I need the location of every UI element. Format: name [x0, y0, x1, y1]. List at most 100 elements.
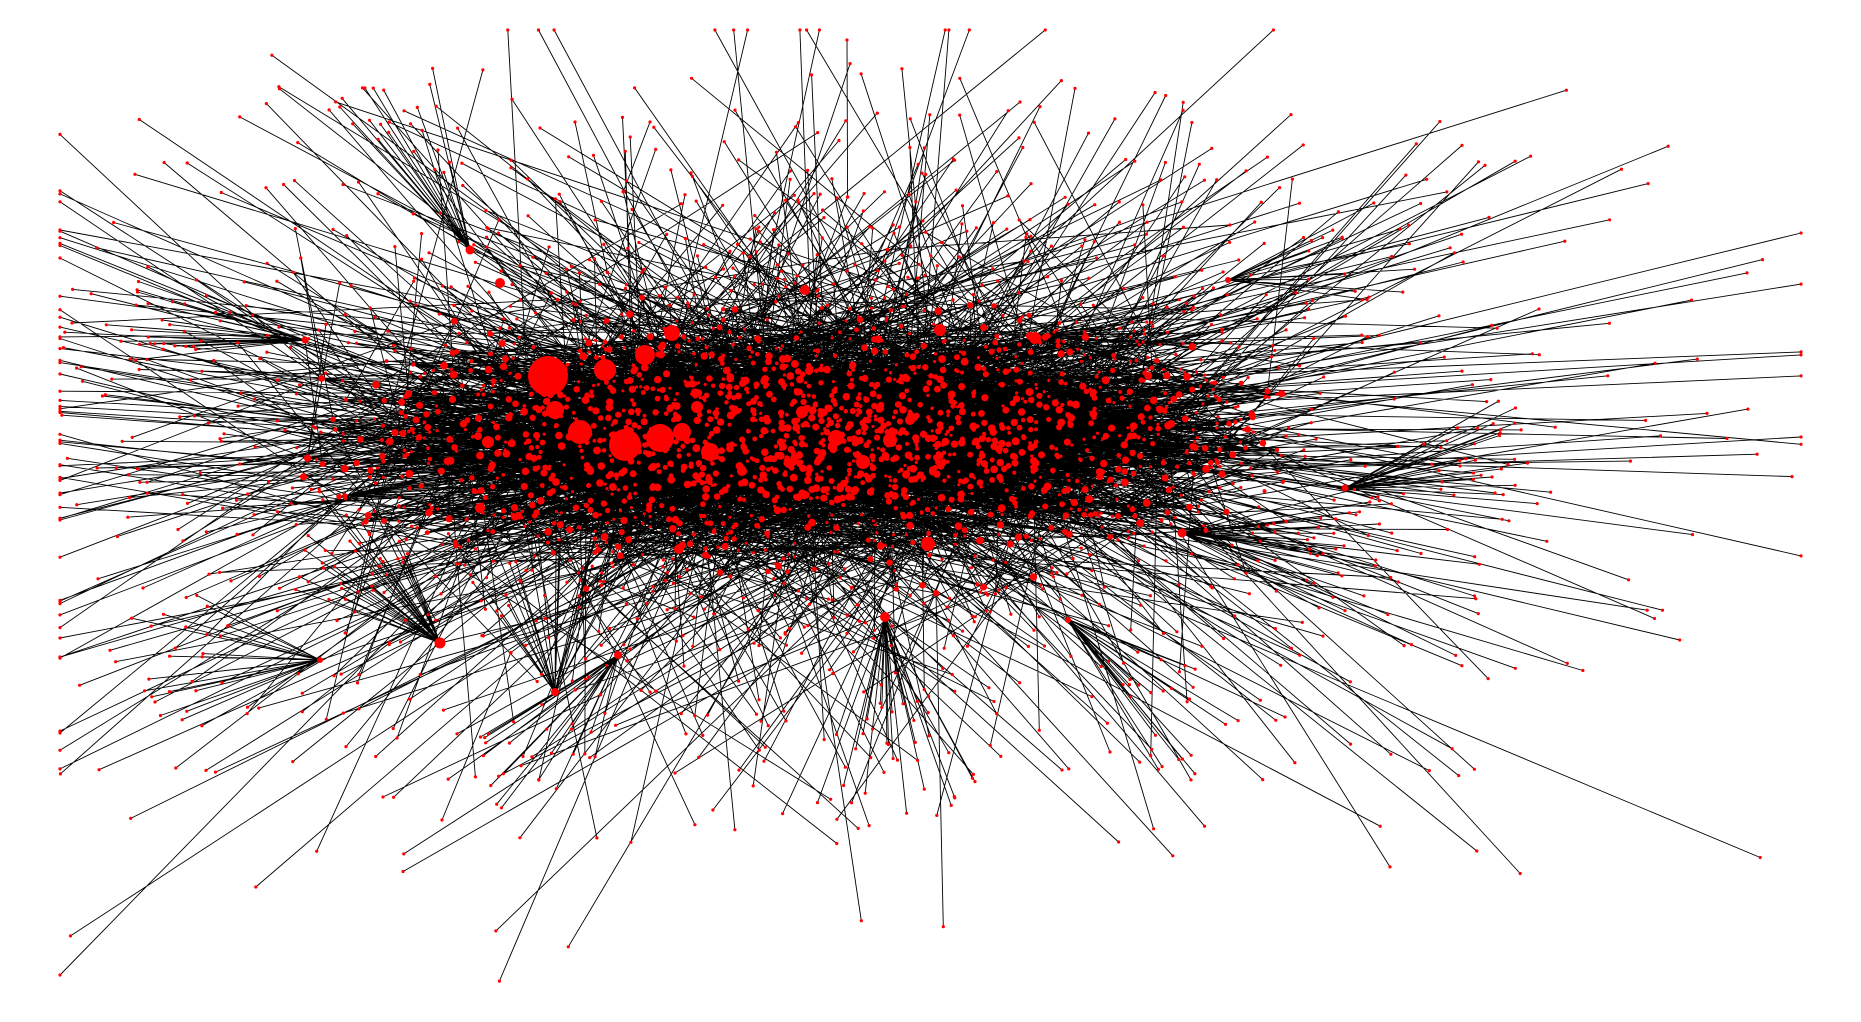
graph-node	[585, 339, 593, 347]
graph-node	[58, 335, 62, 339]
graph-node	[790, 459, 795, 464]
graph-node	[941, 450, 947, 455]
graph-node	[754, 227, 758, 231]
graph-node	[494, 434, 501, 441]
graph-node	[639, 294, 645, 301]
graph-node	[199, 339, 203, 343]
graph-node	[704, 345, 709, 350]
graph-node	[845, 195, 850, 199]
graph-node	[599, 199, 604, 203]
graph-node	[757, 225, 761, 229]
graph-node	[830, 513, 834, 517]
graph-node	[1066, 400, 1074, 407]
graph-node	[945, 605, 949, 609]
graph-node	[891, 223, 895, 227]
graph-node	[524, 568, 528, 573]
graph-node	[907, 523, 911, 528]
graph-node	[1464, 457, 1468, 461]
graph-node	[1257, 505, 1261, 509]
graph-node	[585, 482, 592, 489]
graph-node	[1564, 88, 1568, 92]
graph-node	[578, 526, 582, 530]
graph-node	[653, 375, 662, 384]
graph-node	[565, 290, 569, 294]
graph-node	[1014, 504, 1019, 509]
graph-node	[373, 481, 378, 485]
graph-node	[1041, 587, 1045, 591]
graph-node	[489, 783, 493, 788]
graph-node	[832, 282, 836, 286]
graph-node	[253, 445, 257, 449]
graph-node	[757, 525, 761, 529]
graph-node	[1126, 529, 1130, 534]
graph-node	[812, 349, 817, 353]
graph-node	[357, 541, 361, 546]
graph-node	[741, 440, 745, 444]
graph-node	[1259, 200, 1263, 204]
graph-node	[873, 385, 878, 390]
graph-node	[1760, 258, 1765, 262]
graph-node	[995, 170, 999, 174]
graph-node	[752, 641, 756, 645]
graph-node	[403, 454, 408, 459]
graph-node	[1258, 539, 1262, 543]
graph-node	[1472, 442, 1477, 446]
graph-node	[1063, 195, 1067, 199]
graph-node	[655, 462, 661, 468]
graph-node	[584, 313, 588, 317]
graph-node	[446, 435, 454, 443]
graph-node	[550, 550, 556, 556]
graph-node	[495, 476, 499, 480]
graph-node	[1121, 468, 1129, 475]
graph-node	[512, 342, 516, 346]
graph-node	[527, 492, 534, 499]
graph-node	[330, 416, 336, 423]
graph-node	[415, 437, 419, 441]
graph-node	[1236, 563, 1240, 567]
graph-node	[763, 477, 768, 482]
graph-node	[318, 430, 323, 435]
graph-node	[813, 401, 818, 406]
graph-node	[547, 636, 551, 640]
graph-node	[1027, 370, 1033, 376]
graph-node	[218, 437, 222, 441]
graph-node	[792, 493, 800, 501]
graph-node	[567, 155, 571, 159]
graph-node	[789, 382, 795, 387]
graph-node	[536, 454, 542, 460]
graph-node	[1366, 533, 1370, 538]
graph-node	[595, 543, 599, 548]
graph-node	[1678, 638, 1682, 642]
graph-node	[896, 418, 903, 425]
graph-node	[861, 430, 867, 436]
graph-node	[685, 568, 689, 572]
graph-node	[1309, 421, 1313, 425]
graph-node	[576, 571, 581, 575]
graph-node	[688, 592, 692, 596]
graph-node	[446, 532, 450, 536]
graph-node	[1229, 341, 1233, 345]
graph-node	[1275, 392, 1279, 396]
graph-node	[699, 464, 707, 472]
graph-node	[1144, 367, 1148, 371]
graph-node	[1370, 496, 1374, 500]
graph-node	[650, 386, 656, 392]
graph-node	[327, 108, 331, 112]
graph-node	[1005, 425, 1011, 431]
graph-node	[509, 166, 513, 170]
graph-node	[336, 493, 342, 500]
graph-node	[726, 396, 731, 400]
graph-node	[592, 257, 597, 261]
graph-node	[643, 436, 647, 440]
graph-node	[630, 207, 634, 211]
graph-node	[1055, 343, 1061, 349]
graph-node	[934, 307, 943, 316]
graph-node	[557, 391, 564, 399]
graph-node	[953, 796, 957, 800]
graph-node	[1340, 574, 1344, 578]
graph-node	[943, 338, 947, 343]
graph-node	[886, 559, 893, 566]
graph-node	[976, 457, 983, 464]
graph-node	[844, 319, 848, 323]
graph-node	[1352, 487, 1357, 491]
